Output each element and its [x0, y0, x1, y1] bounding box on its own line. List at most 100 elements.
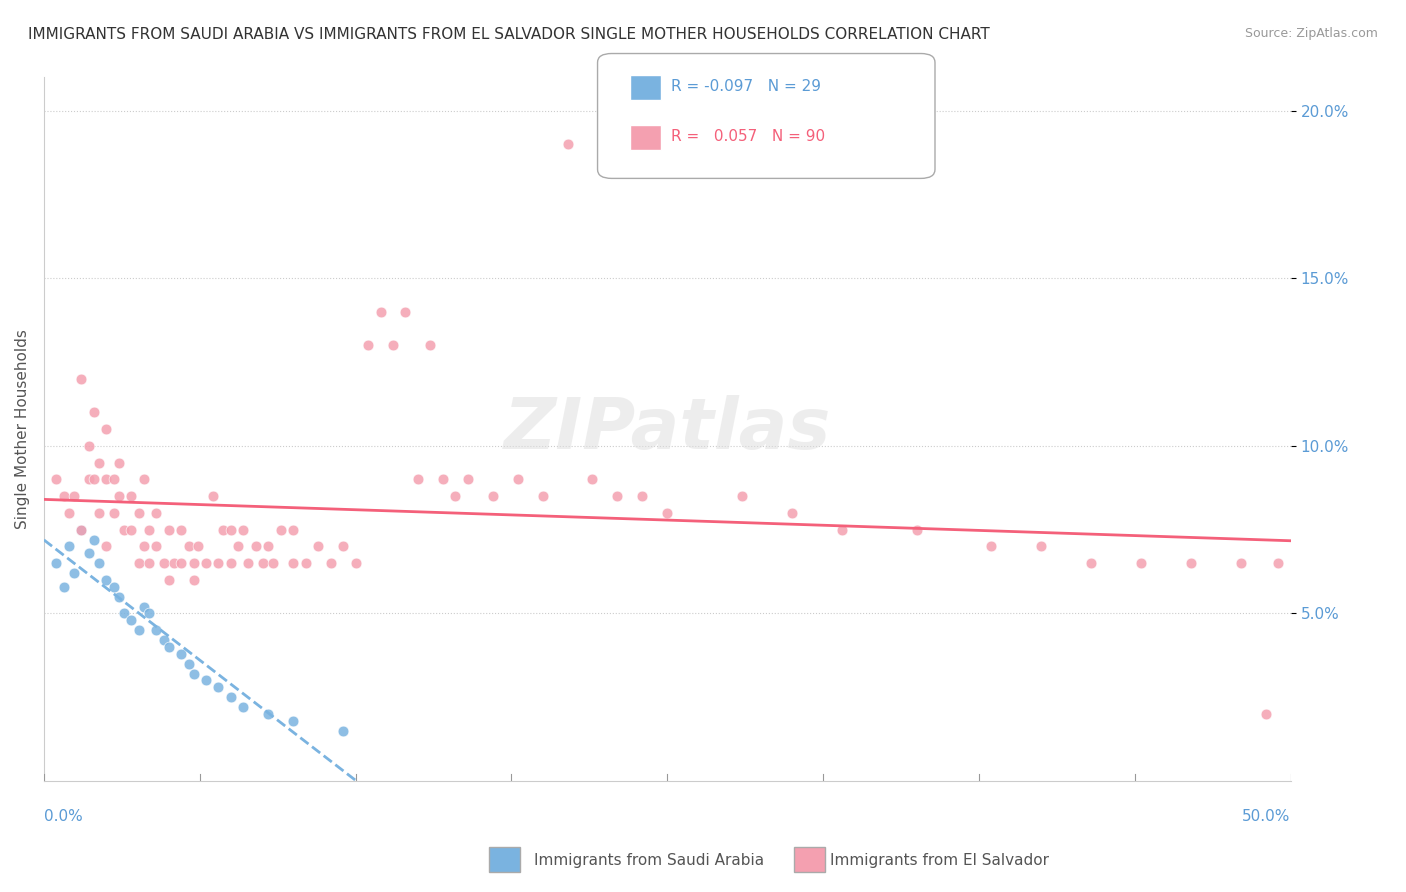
Point [581, 473, 603, 487]
Y-axis label: Single Mother Households: Single Mother Households [15, 329, 30, 529]
Point [219, 690, 242, 705]
Point [232, 523, 254, 537]
Point [506, 473, 529, 487]
Point [70, 372, 93, 386]
Point [162, 556, 184, 570]
Point [157, 640, 180, 654]
Point [87, 456, 110, 470]
Point [77, 546, 100, 560]
Text: ZIPatlas: ZIPatlas [503, 395, 831, 464]
Point [152, 633, 174, 648]
Point [170, 647, 193, 661]
Text: 50.0%: 50.0% [1243, 809, 1291, 824]
Point [1180, 556, 1202, 570]
Point [132, 473, 155, 487]
Text: 0.0%: 0.0% [44, 809, 83, 824]
Point [219, 523, 242, 537]
Point [228, 540, 250, 554]
Point [132, 599, 155, 614]
Point [212, 523, 235, 537]
Point [457, 473, 479, 487]
Point [238, 556, 260, 570]
Point [1230, 556, 1253, 570]
Point [138, 523, 160, 537]
Point [96, 540, 118, 554]
Point [394, 305, 416, 319]
Point [1031, 540, 1053, 554]
Point [157, 573, 180, 587]
Point [107, 456, 129, 470]
Point [70, 523, 93, 537]
Point [357, 338, 380, 352]
Point [112, 523, 135, 537]
Text: Immigrants from Saudi Arabia: Immigrants from Saudi Arabia [534, 854, 765, 868]
Point [45, 473, 67, 487]
Point [128, 556, 150, 570]
Point [187, 540, 209, 554]
Point [1130, 556, 1153, 570]
Point [83, 533, 105, 547]
Point [58, 540, 80, 554]
Point [145, 506, 167, 520]
Point [1080, 556, 1102, 570]
Point [245, 540, 267, 554]
Point [406, 473, 429, 487]
Point [103, 580, 125, 594]
Point [170, 556, 193, 570]
Point [370, 305, 392, 319]
Point [283, 714, 305, 728]
Point [419, 338, 441, 352]
Point [481, 489, 503, 503]
Point [128, 624, 150, 638]
Point [120, 523, 142, 537]
Point [980, 540, 1002, 554]
Point [87, 506, 110, 520]
Point [252, 556, 274, 570]
Point [120, 613, 142, 627]
Point [128, 506, 150, 520]
Point [344, 556, 367, 570]
Point [145, 540, 167, 554]
Point [780, 506, 803, 520]
Text: IMMIGRANTS FROM SAUDI ARABIA VS IMMIGRANTS FROM EL SALVADOR SINGLE MOTHER HOUSEH: IMMIGRANTS FROM SAUDI ARABIA VS IMMIGRAN… [28, 27, 990, 42]
Point [905, 523, 928, 537]
Point [96, 422, 118, 436]
Point [432, 473, 454, 487]
Point [183, 573, 205, 587]
Text: R = -0.097   N = 29: R = -0.097 N = 29 [671, 79, 821, 94]
Point [283, 556, 305, 570]
Point [132, 540, 155, 554]
Point [145, 624, 167, 638]
Point [120, 489, 142, 503]
Point [283, 523, 305, 537]
Point [96, 473, 118, 487]
Point [294, 556, 316, 570]
Point [58, 506, 80, 520]
Point [62, 489, 84, 503]
Point [87, 556, 110, 570]
Point [77, 473, 100, 487]
Point [138, 607, 160, 621]
Point [194, 556, 217, 570]
Point [631, 489, 654, 503]
Point [1254, 706, 1277, 721]
Point [207, 556, 229, 570]
Point [103, 506, 125, 520]
Point [194, 673, 217, 688]
Point [319, 556, 342, 570]
Point [83, 405, 105, 419]
Text: Immigrants from El Salvador: Immigrants from El Salvador [830, 854, 1049, 868]
Point [444, 489, 467, 503]
Point [177, 657, 200, 671]
Text: Source: ZipAtlas.com: Source: ZipAtlas.com [1244, 27, 1378, 40]
Point [382, 338, 405, 352]
Point [70, 523, 93, 537]
Point [332, 540, 354, 554]
Point [103, 473, 125, 487]
Point [606, 489, 628, 503]
Point [183, 666, 205, 681]
Point [1267, 556, 1289, 570]
Point [183, 556, 205, 570]
Point [107, 489, 129, 503]
Point [257, 540, 280, 554]
